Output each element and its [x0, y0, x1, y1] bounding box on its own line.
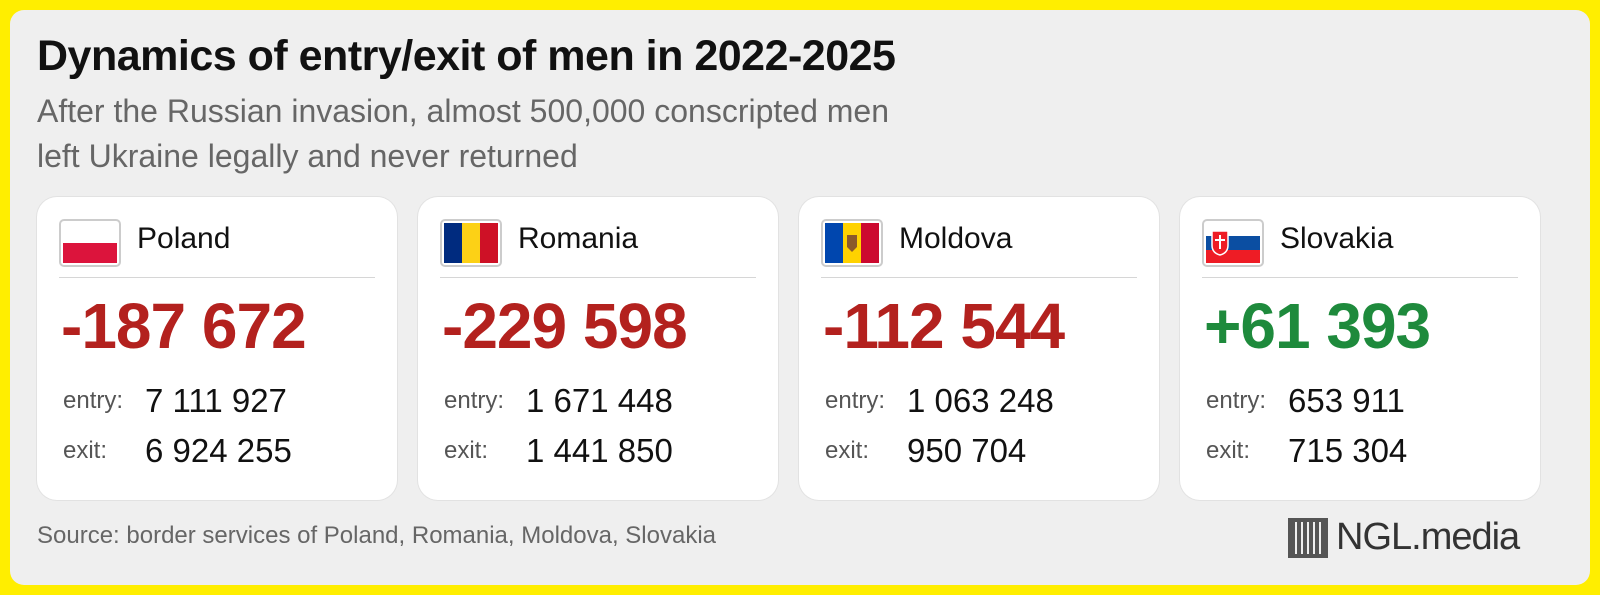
flag	[1202, 219, 1264, 267]
subtitle: left Ukraine legally and never returned	[37, 138, 578, 174]
card: Slovakia +61 393 entry: 653 911 exit: 71…	[1180, 197, 1540, 500]
net-value: -229 598	[442, 290, 688, 362]
divider	[1202, 277, 1518, 278]
net-value: -187 672	[61, 290, 307, 362]
entry-value: 1 671 448	[526, 382, 673, 419]
entry-value: 1 063 248	[907, 382, 1054, 419]
flag	[440, 219, 502, 267]
card: Moldova -112 544 entry: 1 063 248 exit: …	[799, 197, 1159, 500]
logo-icon	[1288, 517, 1328, 558]
exit-value: 6 924 255	[145, 432, 292, 469]
entry-value: 7 111 927	[145, 382, 287, 419]
logo-text: NGL.media	[1336, 516, 1520, 558]
entry-label: entry:	[444, 387, 505, 414]
entry-value: 653 911	[1288, 382, 1405, 419]
exit-label: exit:	[825, 437, 870, 464]
exit-label: exit:	[63, 437, 108, 464]
country: Poland	[137, 222, 231, 255]
exit-label: exit:	[1206, 437, 1251, 464]
divider	[59, 277, 375, 278]
card: Romania -229 598 entry: 1 671 448 exit: …	[418, 197, 778, 500]
flag	[59, 219, 121, 267]
country: Moldova	[899, 222, 1013, 255]
exit-value: 715 304	[1288, 432, 1408, 469]
flag	[821, 219, 883, 267]
exit-label: exit:	[444, 437, 489, 464]
card: Poland -187 672 entry: 7 111 927 exit: 6…	[37, 197, 397, 500]
entry-label: entry:	[1206, 387, 1267, 414]
country: Slovakia	[1280, 222, 1394, 255]
source: Source: border services of Poland, Roman…	[37, 522, 717, 549]
exit-value: 950 704	[907, 432, 1027, 469]
entry-label: entry:	[63, 387, 124, 414]
country: Romania	[518, 222, 639, 255]
exit-value: 1 441 850	[526, 432, 673, 469]
net-value: +61 393	[1204, 290, 1431, 362]
subtitle: After the Russian invasion, almost 500,0…	[37, 93, 890, 129]
net-value: -112 544	[823, 290, 1065, 362]
title: Dynamics of entry/exit of men in 2022-20…	[37, 32, 896, 80]
divider	[440, 277, 756, 278]
entry-label: entry:	[825, 387, 886, 414]
divider	[821, 277, 1137, 278]
logo: NGL.media	[1288, 516, 1520, 559]
